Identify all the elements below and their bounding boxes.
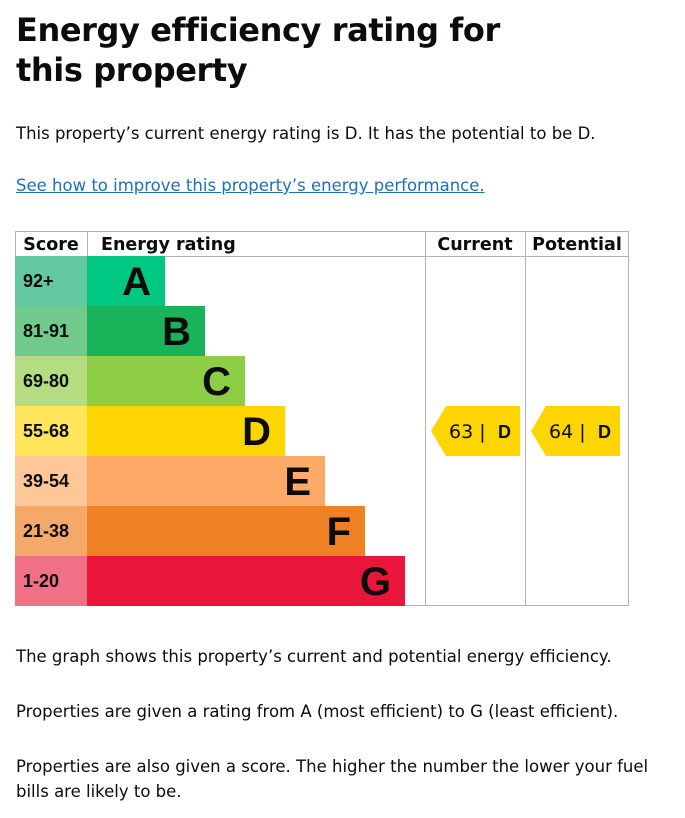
rating-letter-d: D [242,410,271,454]
rating-bar-c [87,356,245,406]
rating-bar-a [87,256,165,306]
potential-score-label: 64 | [549,421,586,443]
intro-text: This property’s current energy rating is… [16,124,596,143]
score-description: Properties are also given a score. The h… [16,757,649,801]
score-cell-f [15,506,87,556]
improve-performance-link[interactable]: See how to improve this property’s energ… [16,176,485,195]
current-rating-letter: D [498,422,511,442]
rating-bar-b [87,306,205,356]
header-current: Current [437,235,512,255]
current-score-label: 63 | [449,421,486,443]
header-potential: Potential [532,235,622,255]
rating-letter-b: B [162,310,191,354]
potential-arrow [531,406,620,456]
page-title: Energy efficiency rating for this proper… [16,11,500,89]
rating-bar-g [87,556,405,606]
score-cell-b [15,306,87,356]
score-cell-a [15,256,87,306]
score-range-f: 21-38 [23,521,69,541]
score-range-a: 92+ [23,271,54,291]
rating-letter-g: G [360,560,391,604]
score-cell-g [15,556,87,606]
current-arrow [431,406,520,456]
rating-bar-e [87,456,325,506]
score-range-b: 81-91 [23,321,69,341]
score-cell-d [15,406,87,456]
rating-letter-f: F [327,510,351,554]
rating-description: Properties are given a rating from A (mo… [16,702,619,721]
score-cell-e [15,456,87,506]
header-score: Score [23,235,79,255]
potential-rating-letter: D [598,422,611,442]
rating-letter-c: C [202,360,231,404]
rating-letter-e: E [284,460,311,504]
header-energy-rating: Energy rating [101,235,236,255]
graph-description: The graph shows this property’s current … [16,647,612,666]
rating-bar-d [87,406,285,456]
score-range-e: 39-54 [23,471,69,491]
rating-letter-a: A [122,260,151,304]
rating-bar-f [87,506,365,556]
score-range-g: 1-20 [23,571,59,591]
score-cell-c [15,356,87,406]
score-range-c: 69-80 [23,371,69,391]
score-range-d: 55-68 [23,421,69,441]
